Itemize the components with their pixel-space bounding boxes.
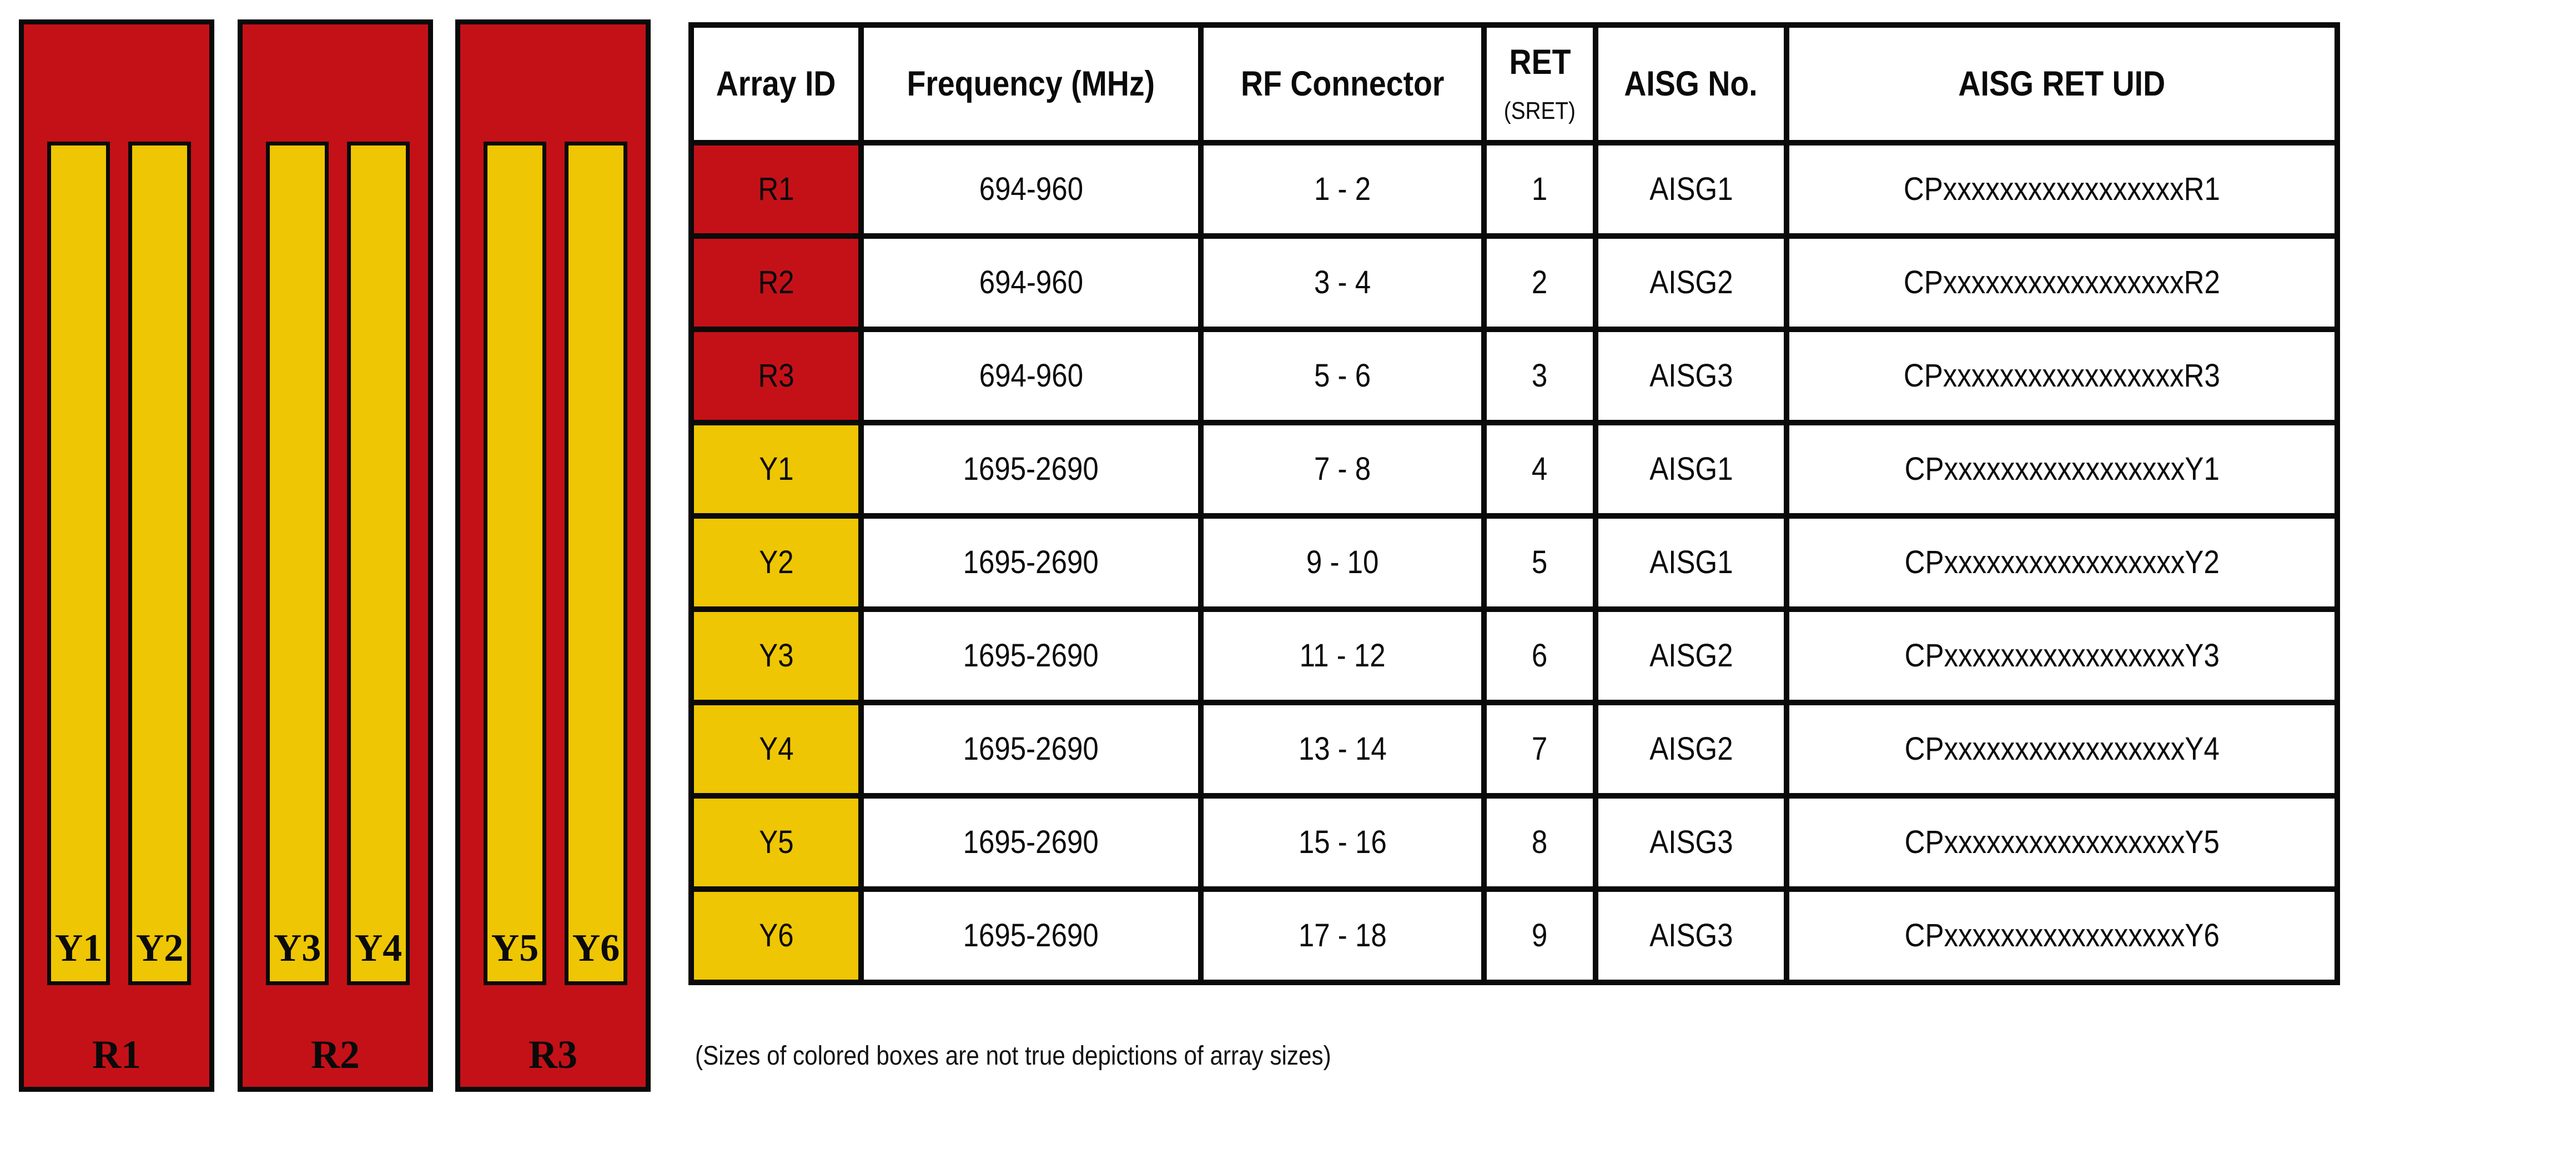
cell-aisg-ret-uid: CPxxxxxxxxxxxxxxxxxY2 xyxy=(1787,516,2337,609)
sub-array-label: Y6 xyxy=(572,927,620,970)
header-array-id: Array ID xyxy=(691,25,861,143)
cell-aisg-ret-uid: CPxxxxxxxxxxxxxxxxxR1 xyxy=(1787,143,2337,236)
sub-array-label: Y1 xyxy=(54,927,103,970)
cell-aisg-ret-uid: CPxxxxxxxxxxxxxxxxxY1 xyxy=(1787,423,2337,516)
cell-ret: 2 xyxy=(1484,236,1596,329)
cell-array-id: Y4 xyxy=(691,703,861,796)
cell-rf-connector: 13 - 14 xyxy=(1201,703,1484,796)
cell-frequency: 1695-2690 xyxy=(861,796,1201,889)
cell-rf-connector: 3 - 4 xyxy=(1201,236,1484,329)
cell-aisg-ret-uid: CPxxxxxxxxxxxxxxxxxY4 xyxy=(1787,703,2337,796)
cell-ret: 3 xyxy=(1484,329,1596,423)
header-ret-sub: (SRET) xyxy=(1503,97,1576,124)
cell-aisg-no: AISG2 xyxy=(1596,703,1787,796)
cell-rf-connector: 15 - 16 xyxy=(1201,796,1484,889)
cell-frequency: 1695-2690 xyxy=(861,609,1201,703)
cell-array-id: Y5 xyxy=(691,796,861,889)
cell-array-id: Y3 xyxy=(691,609,861,703)
sub-array-label: Y3 xyxy=(273,927,321,970)
cell-rf-connector: 5 - 6 xyxy=(1201,329,1484,423)
cell-frequency: 1695-2690 xyxy=(861,703,1201,796)
cell-frequency: 1695-2690 xyxy=(861,423,1201,516)
cell-aisg-no: AISG1 xyxy=(1596,423,1787,516)
header-ret: RET (SRET) xyxy=(1484,25,1596,143)
sub-array-y6: Y6 xyxy=(565,142,627,985)
cell-aisg-ret-uid: CPxxxxxxxxxxxxxxxxxY5 xyxy=(1787,796,2337,889)
header-rf-connector: RF Connector xyxy=(1201,25,1484,143)
cell-aisg-no: AISG2 xyxy=(1596,236,1787,329)
cell-rf-connector: 9 - 10 xyxy=(1201,516,1484,609)
cell-aisg-no: AISG3 xyxy=(1596,796,1787,889)
cell-array-id: R2 xyxy=(691,236,861,329)
cell-aisg-no: AISG1 xyxy=(1596,516,1787,609)
cell-aisg-ret-uid: CPxxxxxxxxxxxxxxxxxR3 xyxy=(1787,329,2337,423)
cell-array-id: R3 xyxy=(691,329,861,423)
cell-aisg-no: AISG3 xyxy=(1596,329,1787,423)
header-aisg-ret-uid: AISG RET UID xyxy=(1787,25,2337,143)
cell-frequency: 1695-2690 xyxy=(861,516,1201,609)
cell-rf-connector: 7 - 8 xyxy=(1201,423,1484,516)
array-panel-r1: Y1 Y2 R1 xyxy=(19,19,214,1092)
cell-ret: 9 xyxy=(1484,889,1596,982)
array-panel-label: R2 xyxy=(311,1032,360,1077)
cell-frequency: 694-960 xyxy=(861,143,1201,236)
cell-ret: 6 xyxy=(1484,609,1596,703)
cell-ret: 1 xyxy=(1484,143,1596,236)
cell-aisg-no: AISG1 xyxy=(1596,143,1787,236)
sub-array-label: Y5 xyxy=(491,927,539,970)
cell-ret: 8 xyxy=(1484,796,1596,889)
sub-array-y5: Y5 xyxy=(484,142,546,985)
cell-frequency: 694-960 xyxy=(861,329,1201,423)
array-panel-r2: Y3 Y4 R2 xyxy=(238,19,433,1092)
sub-array-y1: Y1 xyxy=(47,142,110,985)
sub-array-y4: Y4 xyxy=(347,142,410,985)
cell-ret: 7 xyxy=(1484,703,1596,796)
cell-array-id: Y2 xyxy=(691,516,861,609)
array-panel-label: R1 xyxy=(92,1032,141,1077)
cell-rf-connector: 11 - 12 xyxy=(1201,609,1484,703)
sub-array-y2: Y2 xyxy=(128,142,191,985)
array-panel-label: R3 xyxy=(529,1032,577,1077)
size-disclaimer-note: (Sizes of colored boxes are not true dep… xyxy=(695,1041,1331,1071)
cell-aisg-no: AISG3 xyxy=(1596,889,1787,982)
sub-array-label: Y2 xyxy=(135,927,184,970)
cell-aisg-ret-uid: CPxxxxxxxxxxxxxxxxxY3 xyxy=(1787,609,2337,703)
cell-rf-connector: 17 - 18 xyxy=(1201,889,1484,982)
cell-rf-connector: 1 - 2 xyxy=(1201,143,1484,236)
cell-frequency: 694-960 xyxy=(861,236,1201,329)
array-config-table: Array ID Frequency (MHz) RF Connector RE… xyxy=(688,22,2340,985)
sub-array-label: Y4 xyxy=(354,927,402,970)
cell-array-id: R1 xyxy=(691,143,861,236)
cell-ret: 5 xyxy=(1484,516,1596,609)
array-panel-r3: Y5 Y6 R3 xyxy=(455,19,651,1092)
cell-aisg-no: AISG2 xyxy=(1596,609,1787,703)
header-aisg-no: AISG No. xyxy=(1596,25,1787,143)
header-frequency: Frequency (MHz) xyxy=(861,25,1201,143)
cell-array-id: Y6 xyxy=(691,889,861,982)
cell-aisg-ret-uid: CPxxxxxxxxxxxxxxxxxY6 xyxy=(1787,889,2337,982)
cell-frequency: 1695-2690 xyxy=(861,889,1201,982)
cell-ret: 4 xyxy=(1484,423,1596,516)
sub-array-y3: Y3 xyxy=(266,142,329,985)
cell-aisg-ret-uid: CPxxxxxxxxxxxxxxxxxR2 xyxy=(1787,236,2337,329)
cell-array-id: Y1 xyxy=(691,423,861,516)
